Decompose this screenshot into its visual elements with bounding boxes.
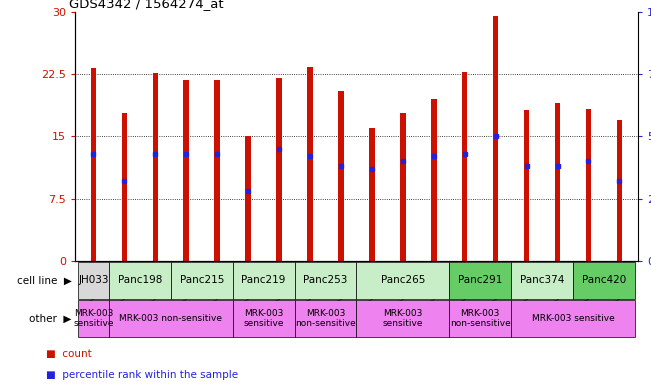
Bar <box>171 262 232 299</box>
Bar <box>493 16 499 261</box>
Bar <box>232 300 294 337</box>
Bar <box>616 120 622 261</box>
Text: MRK-003
sensitive: MRK-003 sensitive <box>383 309 423 328</box>
Bar <box>294 262 357 299</box>
Text: ■  count: ■ count <box>46 349 91 359</box>
Bar <box>90 68 96 261</box>
Text: ■  percentile rank within the sample: ■ percentile rank within the sample <box>46 370 238 380</box>
Bar <box>78 300 109 337</box>
Text: Panc420: Panc420 <box>582 275 626 285</box>
Bar <box>462 72 467 261</box>
Bar <box>586 109 591 261</box>
Bar <box>232 262 294 299</box>
Bar <box>122 113 127 261</box>
Bar <box>449 300 511 337</box>
Bar <box>245 136 251 261</box>
Text: Panc374: Panc374 <box>520 275 564 285</box>
Bar <box>109 262 171 299</box>
Bar <box>555 103 561 261</box>
Bar <box>511 262 573 299</box>
Text: MRK-003 sensitive: MRK-003 sensitive <box>532 314 615 323</box>
Bar <box>369 128 375 261</box>
Text: Panc198: Panc198 <box>118 275 162 285</box>
Bar <box>400 113 406 261</box>
Text: MRK-003
non-sensitive: MRK-003 non-sensitive <box>450 309 510 328</box>
Text: Panc219: Panc219 <box>242 275 286 285</box>
Text: GDS4342 / 1564274_at: GDS4342 / 1564274_at <box>69 0 224 10</box>
Bar <box>307 67 312 261</box>
Bar <box>511 300 635 337</box>
Bar <box>357 262 449 299</box>
Text: MRK-003 non-sensitive: MRK-003 non-sensitive <box>119 314 222 323</box>
Bar <box>357 300 449 337</box>
Text: Panc265: Panc265 <box>381 275 425 285</box>
Bar <box>449 262 511 299</box>
Text: Panc291: Panc291 <box>458 275 503 285</box>
Bar <box>276 78 282 261</box>
Bar <box>524 110 529 261</box>
Text: cell line  ▶: cell line ▶ <box>17 275 72 285</box>
Text: other  ▶: other ▶ <box>29 314 72 324</box>
Bar <box>184 80 189 261</box>
Text: MRK-003
sensitive: MRK-003 sensitive <box>243 309 284 328</box>
Bar <box>152 73 158 261</box>
Text: JH033: JH033 <box>78 275 109 285</box>
Bar <box>109 300 232 337</box>
Bar <box>573 262 635 299</box>
Bar <box>294 300 357 337</box>
Text: Panc253: Panc253 <box>303 275 348 285</box>
Bar <box>338 91 344 261</box>
Text: Panc215: Panc215 <box>180 275 224 285</box>
Bar <box>78 262 109 299</box>
Text: MRK-003
non-sensitive: MRK-003 non-sensitive <box>295 309 356 328</box>
Text: MRK-003
sensitive: MRK-003 sensitive <box>73 309 114 328</box>
Bar <box>214 80 220 261</box>
Bar <box>431 99 437 261</box>
